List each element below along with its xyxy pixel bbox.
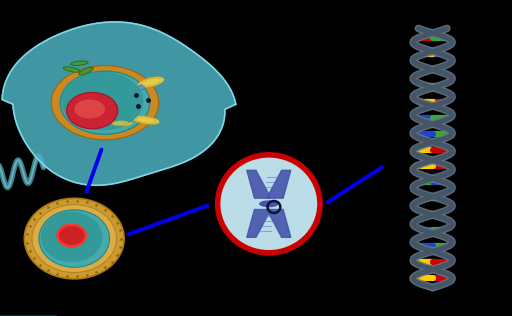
Ellipse shape (138, 77, 164, 88)
Ellipse shape (112, 121, 129, 126)
FancyArrowPatch shape (328, 167, 381, 202)
Ellipse shape (63, 67, 80, 72)
Ellipse shape (39, 210, 110, 267)
Ellipse shape (74, 100, 105, 118)
Ellipse shape (259, 200, 279, 207)
Ellipse shape (32, 205, 116, 272)
Ellipse shape (41, 212, 102, 262)
Ellipse shape (54, 68, 156, 137)
Polygon shape (2, 22, 236, 185)
Ellipse shape (71, 61, 88, 65)
Ellipse shape (218, 155, 320, 253)
Polygon shape (247, 170, 271, 198)
Ellipse shape (79, 67, 93, 75)
Ellipse shape (58, 70, 152, 135)
Ellipse shape (67, 92, 118, 129)
Ellipse shape (24, 198, 124, 279)
Polygon shape (267, 210, 291, 237)
Ellipse shape (142, 78, 160, 86)
Polygon shape (247, 210, 271, 237)
Ellipse shape (60, 71, 150, 134)
Ellipse shape (61, 72, 143, 130)
FancyArrowPatch shape (128, 206, 207, 234)
FancyArrowPatch shape (86, 149, 101, 192)
Ellipse shape (136, 117, 156, 123)
Polygon shape (267, 170, 291, 198)
Ellipse shape (132, 116, 160, 125)
Ellipse shape (57, 225, 86, 246)
Ellipse shape (108, 120, 133, 127)
Ellipse shape (51, 66, 159, 140)
